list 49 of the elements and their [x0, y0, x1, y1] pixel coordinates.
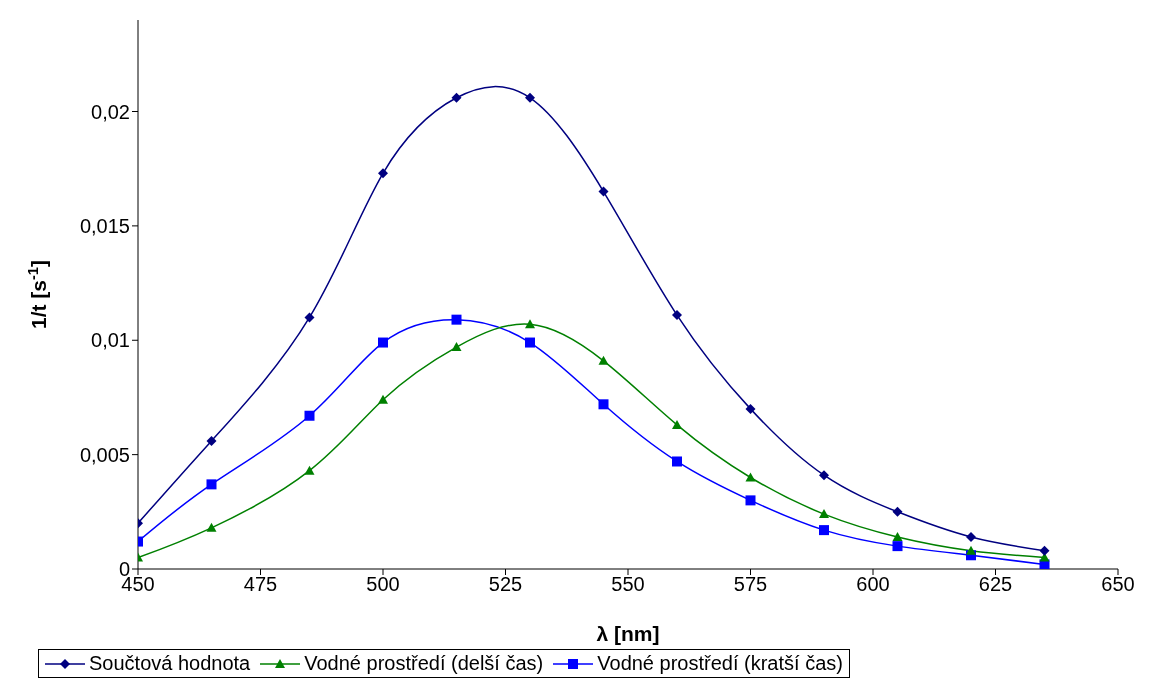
point: [892, 541, 903, 552]
legend-label: Součtová hodnota: [89, 652, 251, 675]
y-tick-label: 0,02: [91, 100, 130, 123]
point: [206, 522, 217, 532]
x-tick-label: 525: [488, 573, 523, 596]
point: [966, 545, 976, 555]
y-tick-label: 0,015: [79, 214, 130, 237]
point: [745, 495, 756, 506]
x-axis-title: λ [nm]: [596, 622, 660, 645]
point: [745, 403, 756, 414]
point: [672, 310, 682, 321]
x-tick-label: 600: [856, 573, 890, 596]
point: [304, 410, 315, 421]
point: [598, 399, 609, 410]
point: [378, 168, 388, 179]
point: [672, 456, 682, 467]
point: [206, 435, 217, 446]
point: [304, 465, 315, 475]
point: [378, 394, 388, 404]
legend-label: Vodné prostředí (kratší čas): [597, 652, 843, 675]
point: [304, 312, 315, 323]
x-tick-label: 550: [611, 573, 645, 596]
point: [451, 314, 462, 325]
legend-label: Vodné prostředí (delší čas): [304, 652, 544, 675]
point: [598, 186, 609, 197]
y-tick-label: 0,01: [91, 329, 130, 352]
point: [206, 479, 217, 490]
point: [1039, 545, 1050, 556]
point: [672, 419, 682, 429]
x-tick-label: 650: [1101, 573, 1135, 596]
point: [819, 525, 829, 536]
x-tick-label: 475: [243, 573, 278, 596]
point: [966, 531, 976, 542]
point: [892, 506, 903, 517]
point: [819, 509, 829, 519]
x-tick-label: 625: [978, 573, 1013, 596]
point: [892, 531, 903, 541]
x-tick-label: 500: [366, 573, 400, 596]
point: [451, 342, 462, 352]
point: [525, 337, 535, 348]
point: [598, 355, 609, 365]
point: [525, 92, 535, 103]
y-tick-label: 0,005: [79, 443, 130, 466]
point: [451, 92, 462, 103]
point: [378, 337, 388, 348]
point: [745, 472, 756, 482]
point: [525, 319, 535, 329]
x-tick-label: 575: [733, 573, 768, 596]
point: [819, 470, 829, 481]
